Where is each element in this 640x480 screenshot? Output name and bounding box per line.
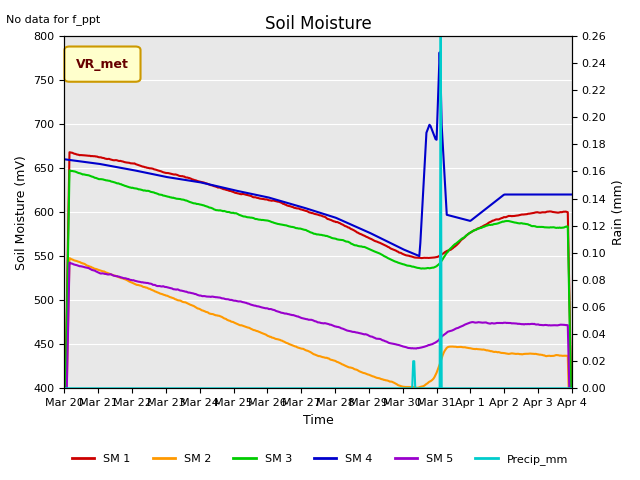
FancyBboxPatch shape <box>65 47 141 82</box>
X-axis label: Time: Time <box>303 414 333 427</box>
Title: Soil Moisture: Soil Moisture <box>265 15 371 33</box>
Y-axis label: Soil Moisture (mV): Soil Moisture (mV) <box>15 155 28 269</box>
Y-axis label: Rain (mm): Rain (mm) <box>612 180 625 245</box>
Text: No data for f_ppt: No data for f_ppt <box>6 14 100 25</box>
Text: VR_met: VR_met <box>76 58 129 71</box>
Legend: SM 1, SM 2, SM 3, SM 4, SM 5, Precip_mm: SM 1, SM 2, SM 3, SM 4, SM 5, Precip_mm <box>68 450 572 469</box>
